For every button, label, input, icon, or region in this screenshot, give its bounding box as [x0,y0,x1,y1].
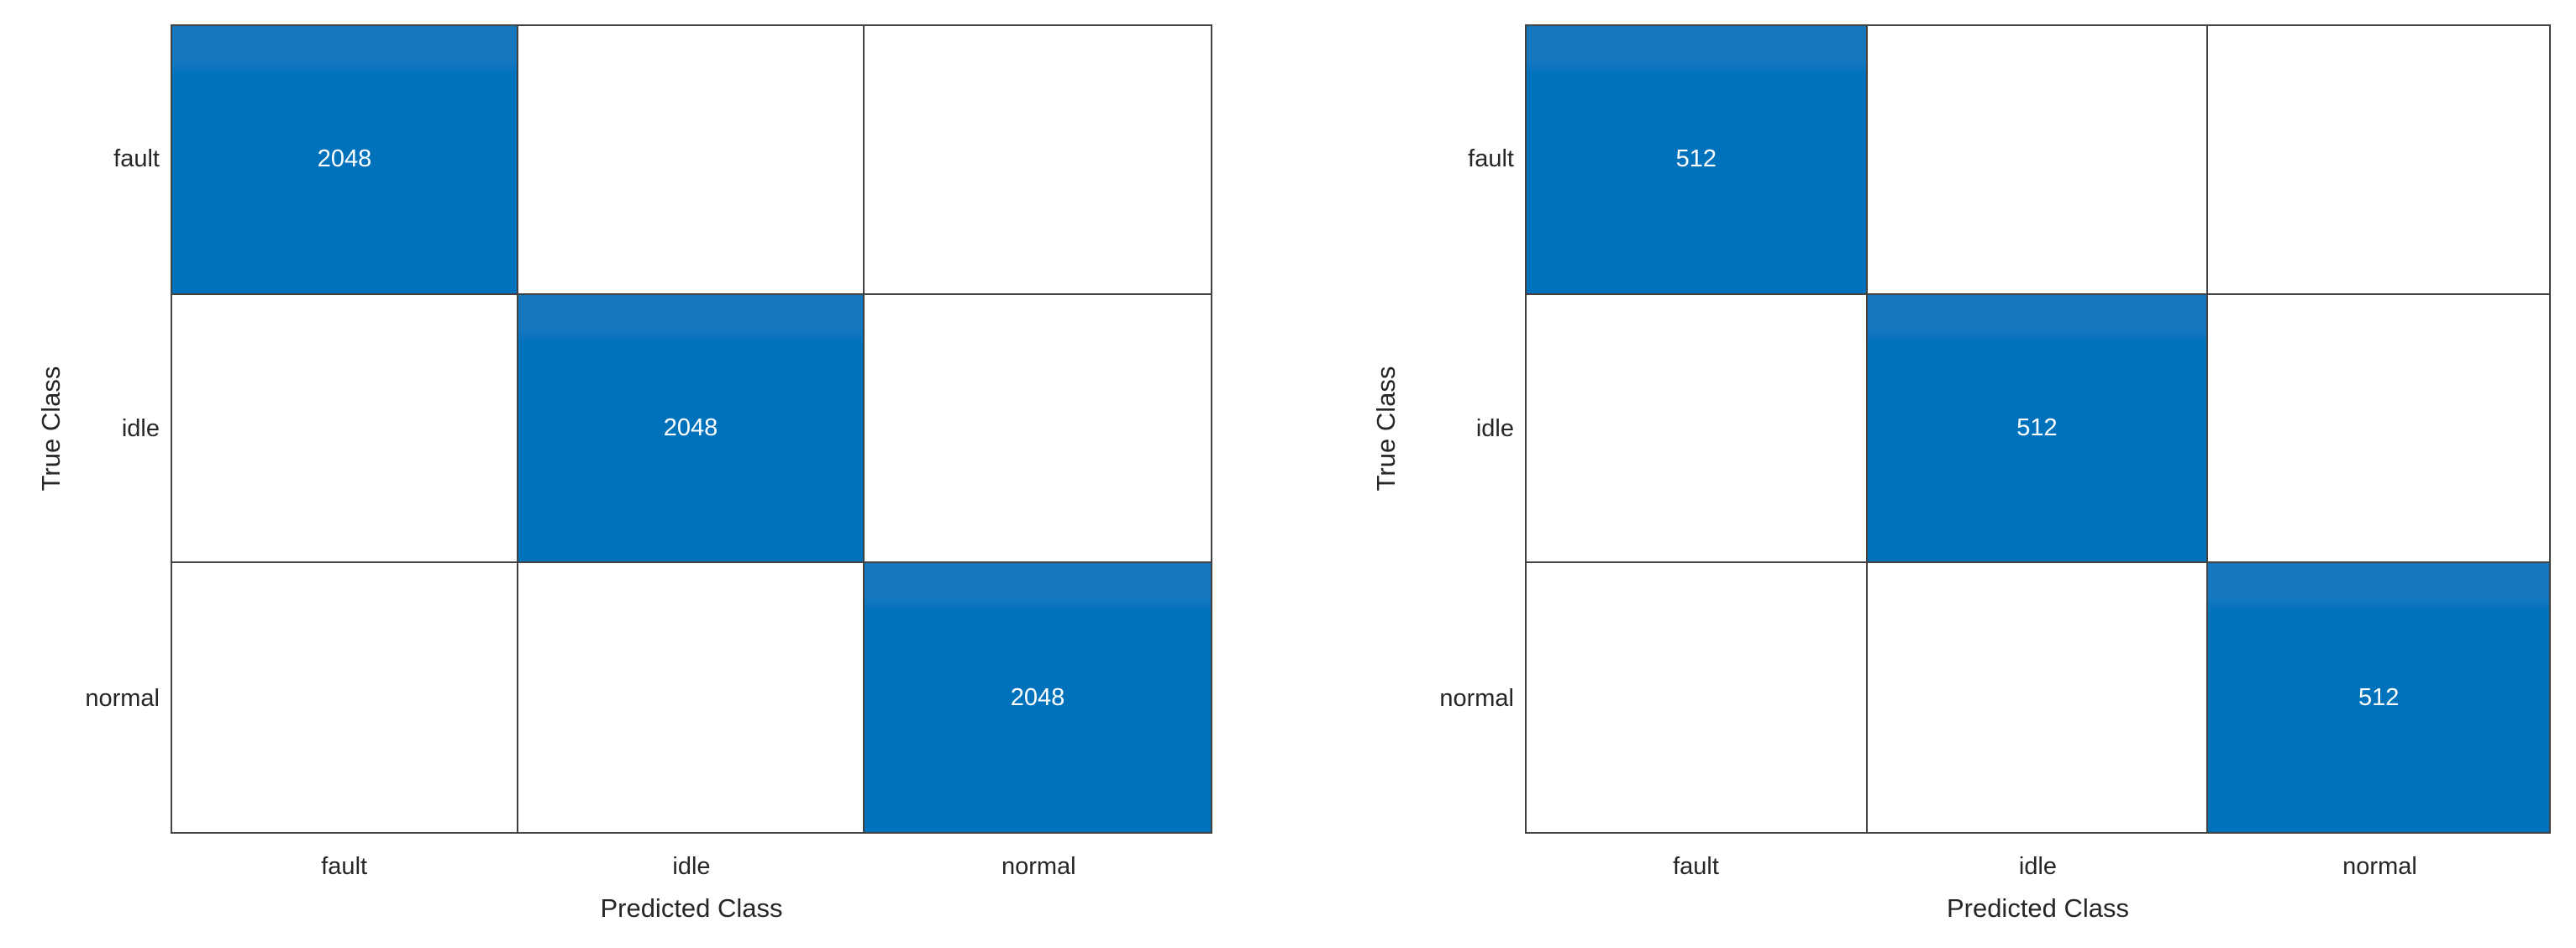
cell-value: 512 [2016,413,2058,441]
y-tick-idle: idle [1475,415,1514,442]
x-axis-label: Predicted Class [600,893,783,923]
matrix-cell-normal-idle [1867,563,2209,832]
matrix-cell-idle-normal [2208,294,2549,564]
matrix-cell-fault-idle [1867,26,2209,295]
matrix-cell-fault-idle [518,26,865,295]
matrix-grid: 512 512 512 [1525,24,2551,834]
y-tick-normal: normal [1439,685,1514,712]
matrix-cell-idle-idle: 2048 [518,294,865,564]
matrix-cell-normal-fault [172,563,518,832]
matrix-cell-idle-fault [1527,294,1868,564]
matrix-cell-fault-normal [865,26,1211,295]
x-tick-fault: fault [321,852,368,880]
matrix-cell-fault-fault: 2048 [172,26,518,295]
matrix-cell-normal-idle [518,563,865,832]
x-tick-fault: fault [1673,852,1719,880]
matrix-grid: 2048 2048 2048 [171,24,1212,834]
y-tick-fault: fault [113,145,160,172]
matrix-cell-fault-normal [2208,26,2549,295]
cell-value: 2048 [663,413,718,441]
matrix-cell-normal-normal: 512 [2208,563,2549,832]
matrix-cell-idle-fault [172,294,518,564]
cell-value: 2048 [317,145,372,173]
matrix-cell-normal-normal: 2048 [865,563,1211,832]
x-tick-normal: normal [1001,852,1076,880]
x-axis-ticks: fault idle normal [171,847,1212,886]
x-axis-ticks: fault idle normal [1525,847,2551,886]
matrix-cell-fault-fault: 512 [1527,26,1868,295]
matrix-cell-idle-normal [865,294,1211,564]
y-axis-ticks: fault idle normal [0,24,160,834]
x-axis-label: Predicted Class [1946,893,2130,923]
x-tick-idle: idle [2018,852,2058,880]
y-tick-normal: normal [85,685,160,712]
confusion-matrix-left: True Class fault idle normal 2048 2048 2048 … [0,24,1212,923]
x-tick-normal: normal [2342,852,2417,880]
y-axis-ticks: fault idle normal [1288,24,1514,834]
cell-value: 512 [2358,683,2400,711]
matrix-cell-idle-idle: 512 [1867,294,2209,564]
cell-value: 512 [1675,145,1717,173]
y-tick-idle: idle [121,415,160,442]
matrix-cell-normal-fault [1527,563,1868,832]
y-tick-fault: fault [1468,145,1514,172]
x-tick-idle: idle [672,852,711,880]
confusion-matrix-right: True Class fault idle normal 512 512 512 fau… [1288,0,2576,948]
cell-value: 2048 [1010,683,1065,711]
